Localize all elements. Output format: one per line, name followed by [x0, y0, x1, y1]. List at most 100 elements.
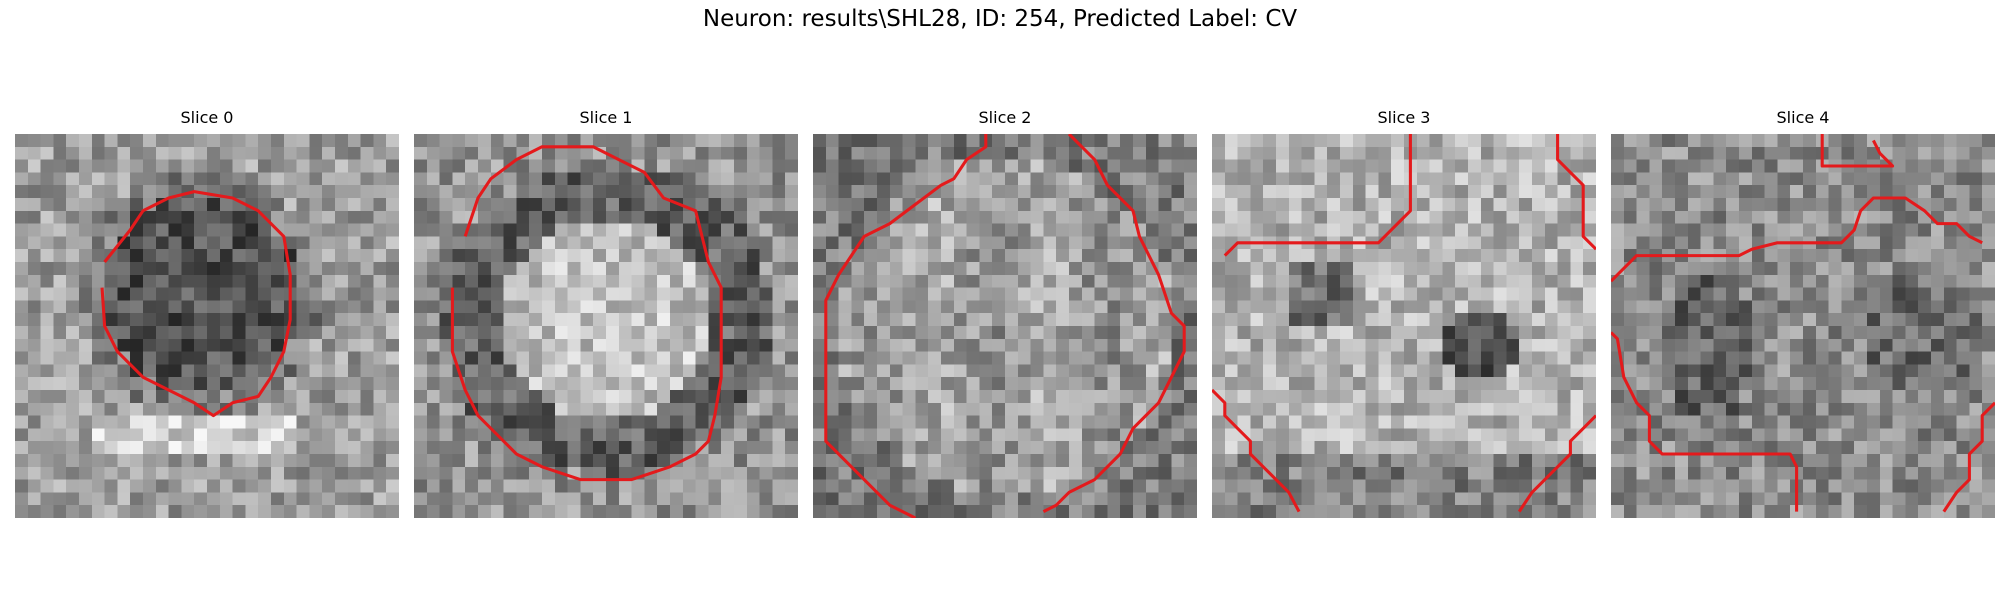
pixel [1790, 185, 1804, 199]
pixel [15, 402, 29, 416]
pixel [1429, 338, 1443, 352]
pixel [271, 146, 285, 160]
pixel [1416, 274, 1430, 288]
pixel [1276, 172, 1290, 186]
pixel [1340, 454, 1354, 468]
pixel [813, 505, 827, 518]
pixel [1867, 466, 1881, 480]
pixel [258, 134, 272, 148]
pixel [1611, 402, 1625, 416]
pixel [360, 402, 374, 416]
pixel [889, 313, 903, 327]
pixel [670, 236, 684, 250]
pixel [992, 466, 1006, 480]
pixel [1570, 505, 1584, 518]
pixel [979, 338, 993, 352]
pixel [1340, 415, 1354, 429]
pixel [386, 326, 399, 340]
pixel [1828, 492, 1842, 506]
pixel [606, 262, 620, 276]
pixel [1570, 326, 1584, 340]
pixel [439, 338, 453, 352]
pixel [1288, 300, 1302, 314]
pixel [414, 377, 428, 391]
pixel [1519, 466, 1533, 480]
pixel [91, 134, 105, 148]
pixel [529, 428, 543, 442]
pixel [194, 313, 208, 327]
pixel [478, 210, 492, 224]
pixel [1841, 249, 1855, 263]
pixel [503, 262, 517, 276]
pixel [258, 313, 272, 327]
pixel [1649, 454, 1663, 468]
pixel [1982, 505, 1995, 518]
pixel [813, 159, 827, 173]
pixel [1056, 172, 1070, 186]
pixel [1879, 172, 1893, 186]
pixel [1544, 454, 1558, 468]
pixel [1931, 134, 1945, 148]
pixel [1120, 492, 1134, 506]
pixel [1158, 466, 1172, 480]
pixel [1662, 300, 1676, 314]
pixel [1636, 210, 1650, 224]
pixel [207, 479, 221, 493]
pixel [1803, 364, 1817, 378]
pixel [1069, 185, 1083, 199]
pixel [66, 313, 80, 327]
pixel [746, 198, 760, 212]
pixel [567, 185, 581, 199]
pixel [1982, 479, 1995, 493]
pixel [593, 300, 607, 314]
pixel [1506, 185, 1520, 199]
pixel [1212, 441, 1226, 455]
pixel [1841, 338, 1855, 352]
pixel [1365, 338, 1379, 352]
pixel [335, 134, 349, 148]
pixel [877, 466, 891, 480]
pixel [66, 390, 80, 404]
pixel [825, 223, 839, 237]
pixel [1943, 313, 1957, 327]
pixel [864, 300, 878, 314]
pixel [785, 402, 798, 416]
pixel [478, 377, 492, 391]
pixel [1468, 428, 1482, 442]
pixel [1212, 428, 1226, 442]
pixel [1905, 274, 1919, 288]
pixel [979, 441, 993, 455]
pixel [452, 390, 466, 404]
pixel [670, 364, 684, 378]
pixel [1700, 505, 1714, 518]
pixel [721, 159, 735, 173]
pixel [593, 479, 607, 493]
pixel [15, 198, 29, 212]
pixel [966, 236, 980, 250]
pixel [271, 326, 285, 340]
pixel [1726, 262, 1740, 276]
pixel [1250, 159, 1264, 173]
pixel [478, 236, 492, 250]
pixel [1841, 300, 1855, 314]
pixel [1803, 428, 1817, 442]
pixel [1493, 313, 1507, 327]
pixel [258, 274, 272, 288]
pixel [245, 134, 259, 148]
pixel [53, 505, 67, 518]
pixel [1918, 300, 1932, 314]
pixel [1468, 402, 1482, 416]
pixel [721, 210, 735, 224]
pixel [567, 351, 581, 365]
pixel [91, 441, 105, 455]
pixel [1892, 377, 1906, 391]
pixel [1184, 402, 1197, 416]
pixel [181, 351, 195, 365]
pixel [194, 338, 208, 352]
pixel [851, 274, 865, 288]
pixel [1352, 492, 1366, 506]
pixel [1043, 134, 1057, 148]
pixel [567, 454, 581, 468]
pixel [1649, 313, 1663, 327]
pixel [864, 236, 878, 250]
